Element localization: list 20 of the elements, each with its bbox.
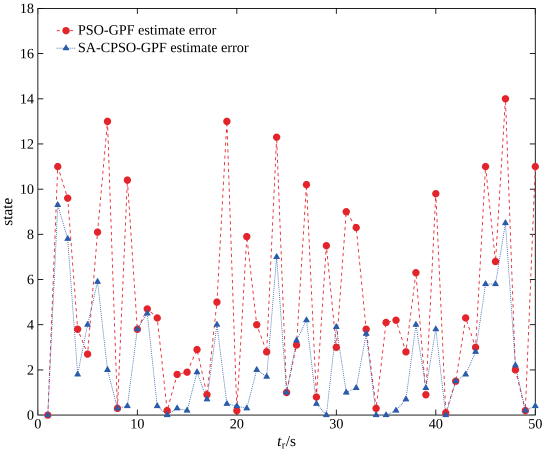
x-tick-label: 0 xyxy=(34,418,41,428)
y-tick-label: 16 xyxy=(21,48,34,58)
y-tick-label: 0 xyxy=(27,410,34,420)
legend-label: PSO-GPF estimate error xyxy=(78,25,216,35)
y-tick-label: 18 xyxy=(21,4,34,14)
y-tick-label: 4 xyxy=(27,320,34,330)
y-tick-label: 10 xyxy=(21,184,34,194)
x-tick-label: 30 xyxy=(330,418,343,428)
x-tick-label: 50 xyxy=(529,418,542,428)
y-tick-label: 14 xyxy=(21,94,34,104)
y-tick-label: 6 xyxy=(28,274,34,284)
x-tick-label: 40 xyxy=(429,418,442,428)
x-tick-label: 10 xyxy=(132,418,144,428)
legend-label: SA-CPSO-GPF estimate error xyxy=(78,42,248,52)
y-tick-label: 12 xyxy=(21,139,34,149)
x-tick-label: 20 xyxy=(230,418,244,428)
y-tick-label: 8 xyxy=(27,230,34,240)
y-axis-title: state xyxy=(4,198,12,226)
y-tick-label: 2 xyxy=(28,365,34,375)
x-axis-title: t$_{r}$/s xyxy=(278,436,296,448)
